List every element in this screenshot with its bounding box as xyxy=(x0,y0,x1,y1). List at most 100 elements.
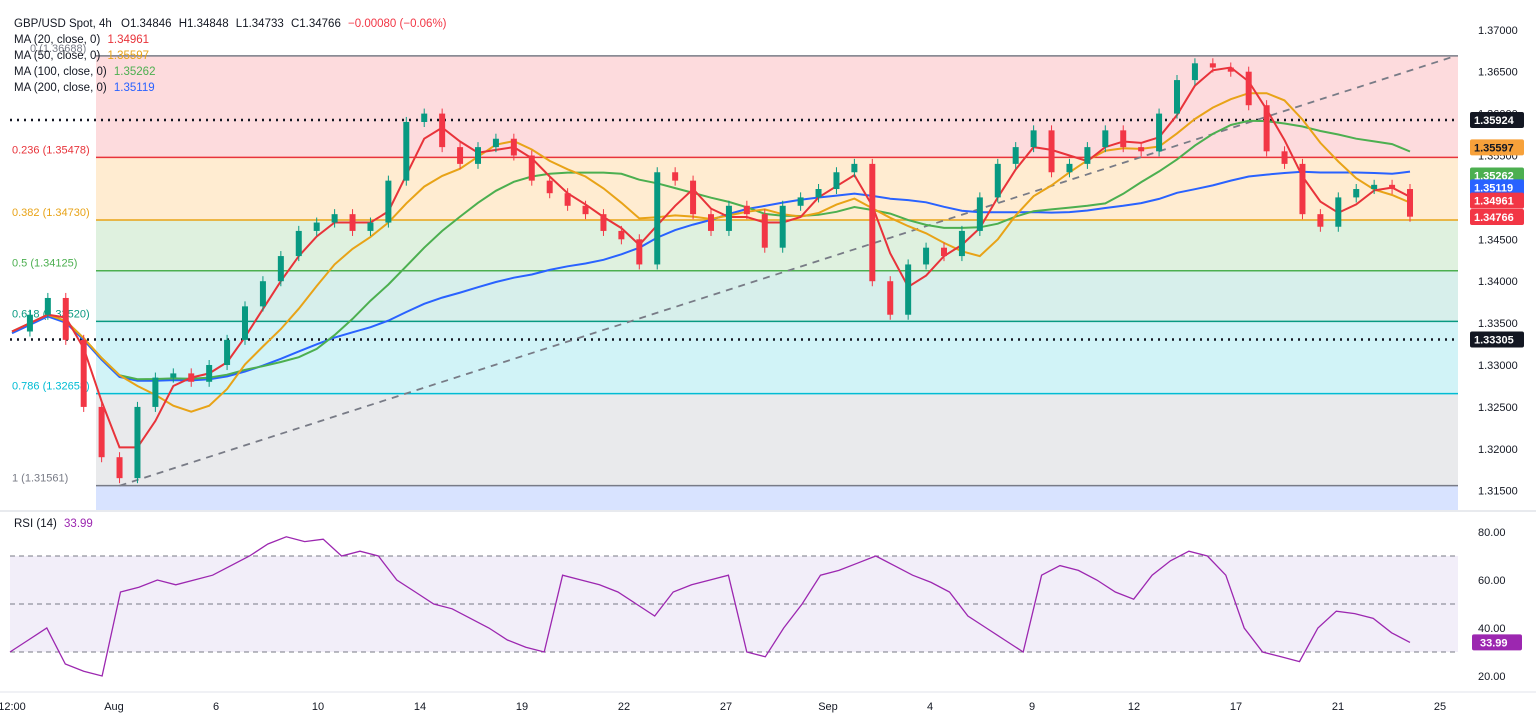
candle-body xyxy=(815,189,822,198)
price-tick-label: 1.33500 xyxy=(1478,318,1518,330)
ma200-value: 1.35119 xyxy=(113,82,155,94)
candle-body xyxy=(1156,113,1163,152)
candle-body xyxy=(690,180,697,215)
candle-body xyxy=(1353,189,1360,198)
time-tick-label: 27 xyxy=(720,701,732,713)
time-tick-label: 12 xyxy=(1128,701,1140,713)
candle-body xyxy=(1245,71,1252,106)
fib-label: 0.236 (1.35478) xyxy=(12,144,90,156)
candle-body xyxy=(905,264,912,315)
candle-body xyxy=(976,197,983,231)
price-label-bg xyxy=(1470,111,1524,128)
candle-body xyxy=(421,113,428,122)
candle-body xyxy=(1299,163,1306,215)
time-tick-label: Aug xyxy=(104,701,124,713)
rsi-label: RSI (14) xyxy=(14,518,57,530)
ohlc-high: H1.34848 xyxy=(178,18,229,30)
time-tick-label: 9 xyxy=(1029,701,1035,713)
fib-zone xyxy=(96,393,1458,486)
candle-body xyxy=(761,214,768,248)
price-label: 1.34961 xyxy=(1474,196,1514,208)
candle-body xyxy=(743,205,750,215)
time-tick-label: 17 xyxy=(1230,701,1242,713)
price-label: 1.33305 xyxy=(1474,334,1514,346)
candle-body xyxy=(1084,147,1091,164)
candle-body xyxy=(1317,214,1324,227)
price-label-bg xyxy=(1470,179,1524,196)
candle-body xyxy=(367,222,374,231)
ma100-line xyxy=(11,119,1411,381)
ma200-label: MA (200, close, 0) xyxy=(14,82,107,94)
price-tick-label: 1.32500 xyxy=(1478,402,1518,414)
candle-body xyxy=(1012,147,1019,164)
candle-body xyxy=(170,373,177,378)
fib-label: 0.382 (1.34730) xyxy=(12,207,90,219)
ma50-label: MA (50, close, 0) xyxy=(14,50,101,62)
price-label: 1.34766 xyxy=(1474,212,1514,224)
candle-body xyxy=(492,138,499,148)
ma100-label: MA (100, close, 0) xyxy=(14,66,107,78)
candle-body xyxy=(277,256,284,282)
candle-body xyxy=(385,180,392,223)
candle-body xyxy=(564,193,571,206)
rsi-tick-label: 80.00 xyxy=(1478,527,1506,539)
rsi-value: 33.99 xyxy=(64,518,93,530)
candle-body xyxy=(295,230,302,257)
candle-body xyxy=(1209,63,1216,68)
fib-label: 0.5 (1.34125) xyxy=(12,258,77,270)
time-tick-label: 4 xyxy=(927,701,933,713)
time-tick-label: 25 xyxy=(1434,701,1446,713)
ma200-row[interactable]: MA (200, close, 0) 1.35119 xyxy=(14,80,447,96)
candle-body xyxy=(941,247,947,257)
fib-zone xyxy=(96,157,1458,221)
fib-zone xyxy=(96,220,1458,271)
fib-zone xyxy=(96,485,1458,510)
time-tick-label: 12:00 xyxy=(0,701,26,713)
ohlc-close: C1.34766 xyxy=(290,18,341,30)
price-label-bg xyxy=(1470,209,1524,226)
price-tick-label: 1.34000 xyxy=(1478,276,1518,288)
ma20-row[interactable]: MA (20, close, 0) 1.34961 xyxy=(14,32,447,48)
time-tick-label: 14 xyxy=(414,701,426,713)
candle-body xyxy=(618,230,625,240)
ohlc-change: −0.00080 (−0.06%) xyxy=(348,18,447,30)
candles-group xyxy=(26,58,1413,484)
time-tick-label: 22 xyxy=(618,701,630,713)
candle-body xyxy=(1120,130,1127,148)
candle-body xyxy=(582,205,589,215)
ma20-label: MA (20, close, 0) xyxy=(14,34,101,46)
candle-body xyxy=(797,197,804,206)
time-tick-label: 19 xyxy=(516,701,528,713)
candle-body xyxy=(1048,130,1055,173)
rsi-tick-label: 40.00 xyxy=(1478,623,1506,635)
ma100-row[interactable]: MA (100, close, 0) 1.35262 xyxy=(14,64,447,80)
ma100-value: 1.35262 xyxy=(113,66,156,78)
candle-body xyxy=(349,214,356,231)
candle-body xyxy=(887,281,894,315)
fib-zone xyxy=(96,321,1458,394)
candle-body xyxy=(923,247,930,265)
candle-body xyxy=(152,377,159,407)
price-tick-label: 1.31500 xyxy=(1478,486,1518,498)
candle-body xyxy=(62,297,69,340)
candle-body xyxy=(1191,63,1198,81)
candle-body xyxy=(510,138,517,156)
time-tick-label: Sep xyxy=(818,701,838,713)
candle-body xyxy=(546,180,553,194)
candle-body xyxy=(1066,163,1073,173)
candle-body xyxy=(528,155,535,181)
candle-body xyxy=(958,230,965,257)
rsi-legend[interactable]: RSI (14) 33.99 xyxy=(14,518,93,530)
candle-body xyxy=(1102,130,1109,148)
price-tick-label: 1.36500 xyxy=(1478,67,1518,79)
price-label: 1.35119 xyxy=(1474,182,1513,194)
candle-body xyxy=(331,214,338,223)
ma50-row[interactable]: MA (50, close, 0) 1.35597 xyxy=(14,48,447,64)
candle-body xyxy=(439,113,446,148)
candle-body xyxy=(1263,105,1270,152)
candle-body xyxy=(1227,67,1234,72)
candle-body xyxy=(672,172,679,181)
candle-body xyxy=(188,373,195,382)
price-label-bg xyxy=(1470,192,1524,209)
